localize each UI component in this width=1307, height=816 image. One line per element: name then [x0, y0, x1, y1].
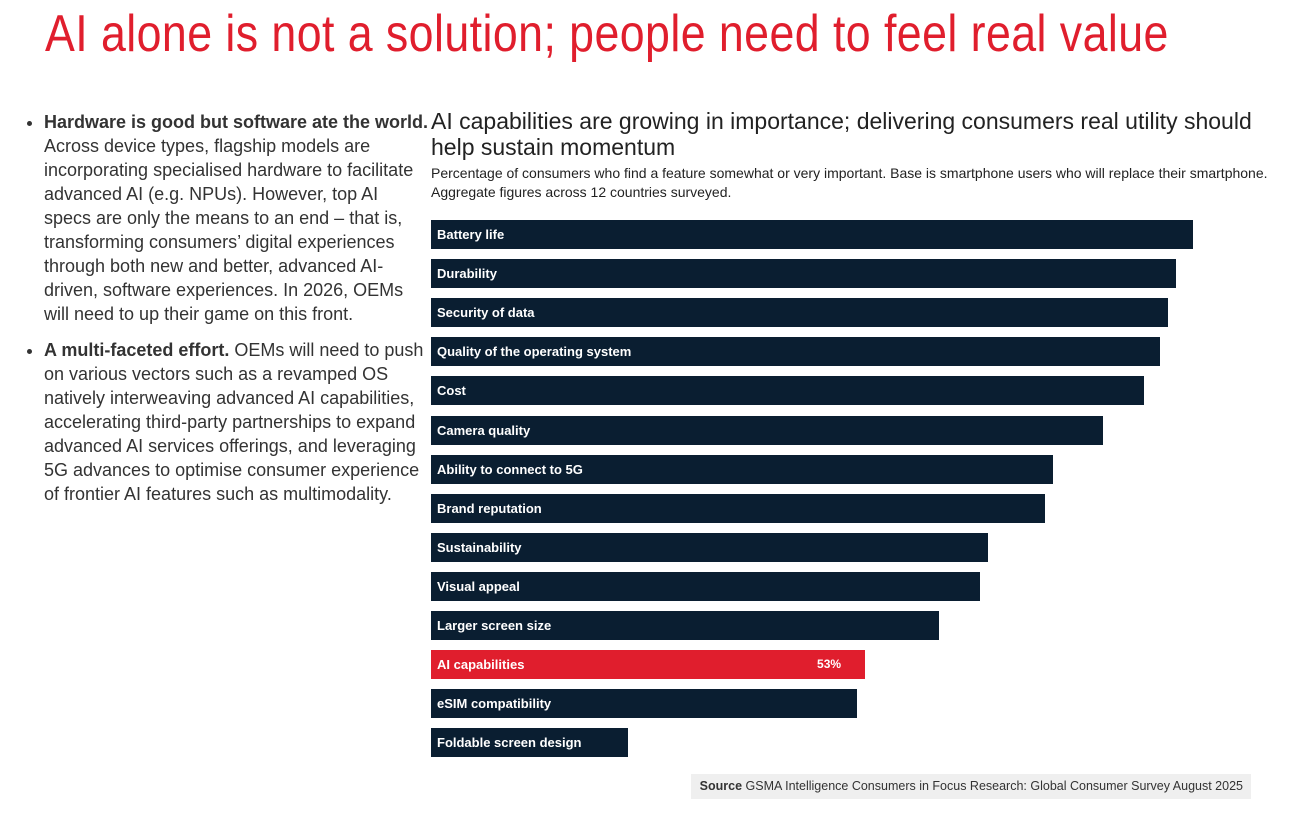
bullet-heading: Hardware is good but software ate the wo… — [44, 112, 429, 132]
bar-label: Foldable screen design — [437, 735, 582, 751]
bar-label: AI capabilities — [437, 657, 525, 673]
bar-security-of-data: Security of data — [431, 298, 1169, 328]
bar-label: Brand reputation — [437, 500, 542, 516]
bar-brand-reputation: Brand reputation — [431, 493, 1046, 523]
bar-ability-to-connect-to-5g: Ability to connect to 5G — [431, 454, 1054, 484]
bullet-item: A multi-faceted effort. OEMs will need t… — [44, 338, 429, 506]
slide-title: AI alone is not a solution; people need … — [45, 5, 1169, 63]
source-label: Source — [699, 779, 743, 793]
bar-cost: Cost — [431, 376, 1144, 406]
bullet-list: Hardware is good but software ate the wo… — [22, 110, 429, 518]
bar-label: Ability to connect to 5G — [437, 461, 583, 477]
bar-label: Durability — [437, 266, 497, 282]
data-label: 53% — [817, 657, 842, 672]
bar-quality-of-the-operating-system: Quality of the operating system — [431, 337, 1160, 367]
bar-visual-appeal: Visual appeal — [431, 571, 980, 601]
bar-battery-life: Battery life — [431, 220, 1193, 249]
bar-esim-compatibility: eSIM compatibility — [431, 689, 857, 719]
bar-label: Sustainability — [437, 539, 522, 555]
source-note: Source GSMA Intelligence Consumers in Fo… — [691, 774, 1251, 799]
bar-larger-screen-size: Larger screen size — [431, 611, 939, 640]
bar-label: Security of data — [437, 305, 535, 321]
bullet-text: Across device types, flagship models are… — [44, 136, 414, 324]
chart-title: AI capabilities are growing in importanc… — [431, 108, 1252, 160]
bar-camera-quality: Camera quality — [431, 415, 1103, 445]
bar-label: Cost — [437, 383, 466, 399]
bar-label: Larger screen size — [437, 618, 552, 633]
bar-sustainability: Sustainability — [431, 532, 988, 562]
bar-foldable-screen-design: Foldable screen design — [431, 728, 628, 758]
source-text: GSMA Intelligence Consumers in Focus Res… — [742, 779, 1243, 793]
bar-durability: Durability — [431, 259, 1177, 289]
bar-label: Battery life — [437, 227, 505, 242]
bar-ai-capabilities: AI capabilities 53% — [431, 650, 866, 680]
bar-label: Camera quality — [437, 422, 531, 438]
bar-label: Quality of the operating system — [437, 344, 632, 360]
bullet-item: Hardware is good but software ate the wo… — [44, 110, 429, 326]
bar-label: eSIM compatibility — [437, 696, 552, 712]
bar-label: Visual appeal — [437, 578, 520, 594]
bullet-text: OEMs will need to push on various vector… — [44, 340, 424, 504]
bullet-heading: A multi-faceted effort. — [44, 340, 230, 360]
chart-subtitle: Percentage of consumers who find a featu… — [431, 165, 1268, 200]
